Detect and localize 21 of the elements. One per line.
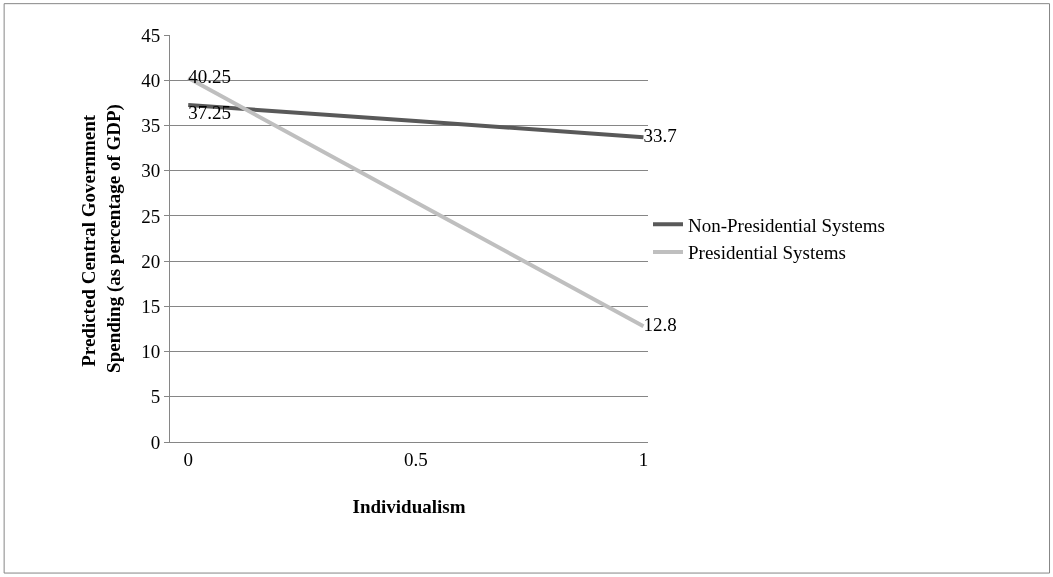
y-tick-label: 40 (141, 69, 161, 91)
data-label: 40.25 (188, 65, 231, 87)
y-tick-label: 35 (141, 115, 161, 137)
data-label: 37.25 (188, 102, 231, 124)
y-tick-label: 0 (150, 431, 161, 453)
y-tick-label: 15 (141, 295, 161, 317)
y-tick-label: 10 (141, 341, 161, 363)
y-tick-label: 45 (141, 24, 161, 46)
data-label: 12.8 (643, 313, 677, 335)
x-tick-label: 0 (183, 448, 193, 470)
legend-label: Non-Presidential Systems (688, 214, 885, 236)
data-label: 33.7 (643, 124, 677, 146)
x-axis-title: Individualism (352, 495, 466, 517)
x-tick-label: 1 (638, 448, 649, 470)
legend-label: Presidential Systems (688, 242, 846, 264)
y-tick-label: 30 (141, 160, 161, 182)
y-axis-title: Predicted Central Government Spending (as percentage of GDP) (78, 104, 126, 373)
y-tick-label: 5 (150, 386, 161, 408)
x-tick-label: 0.5 (403, 448, 428, 470)
y-tick-label: 20 (141, 250, 161, 272)
y-tick-label: 25 (141, 205, 161, 227)
